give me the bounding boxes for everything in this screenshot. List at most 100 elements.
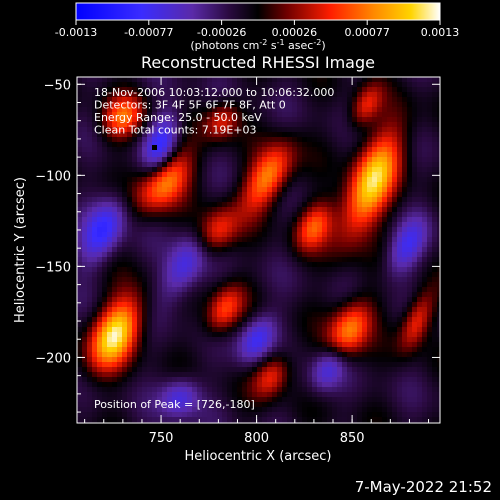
heatmap-cell <box>412 157 418 163</box>
heatmap-cell <box>407 177 413 183</box>
heatmap-cell <box>297 202 303 208</box>
heatmap-cell <box>97 147 103 153</box>
heatmap-cell <box>392 352 398 358</box>
heatmap-cell <box>247 147 253 153</box>
heatmap-cell <box>197 87 203 93</box>
heatmap-cell <box>277 417 283 423</box>
heatmap-cell <box>87 182 93 188</box>
heatmap-cell <box>362 257 368 263</box>
heatmap-cell <box>412 397 418 403</box>
heatmap-cell <box>147 87 153 93</box>
heatmap-cell <box>212 272 218 278</box>
heatmap-cell <box>167 117 173 123</box>
heatmap-cell <box>392 217 398 223</box>
heatmap-cell <box>392 297 398 303</box>
heatmap-cell <box>207 277 213 283</box>
heatmap-cell <box>317 142 323 148</box>
heatmap-cell <box>317 117 323 123</box>
heatmap-cell <box>212 292 218 298</box>
heatmap-cell <box>162 397 168 403</box>
heatmap-cell <box>332 142 338 148</box>
heatmap-cell <box>202 387 208 393</box>
heatmap-cell <box>412 257 418 263</box>
heatmap-cell <box>372 292 378 298</box>
heatmap-cell <box>187 167 193 173</box>
heatmap-cell <box>312 317 318 323</box>
heatmap-cell <box>252 297 258 303</box>
heatmap-cell <box>187 122 193 128</box>
heatmap-cell <box>97 342 103 348</box>
heatmap-cell <box>337 82 343 88</box>
heatmap-cell <box>257 152 263 158</box>
heatmap-cell <box>182 87 188 93</box>
heatmap-cell <box>127 277 133 283</box>
heatmap-cell <box>367 207 373 213</box>
heatmap-cell <box>117 337 123 343</box>
heatmap-cell <box>372 372 378 378</box>
heatmap-cell <box>227 327 233 333</box>
heatmap-cell <box>312 292 318 298</box>
heatmap-cell <box>117 342 123 348</box>
heatmap-cell <box>372 397 378 403</box>
heatmap-cell <box>137 352 143 358</box>
heatmap-cell <box>357 212 363 218</box>
heatmap-cell <box>407 192 413 198</box>
heatmap-cell <box>342 102 348 108</box>
heatmap-cell <box>267 137 273 143</box>
heatmap-cell <box>92 207 98 213</box>
colorbar-tick-label: 0.00026 <box>272 26 318 39</box>
heatmap-cell <box>412 212 418 218</box>
heatmap-cell <box>92 92 98 98</box>
heatmap-cell <box>412 207 418 213</box>
heatmap-cell <box>147 162 153 168</box>
heatmap-cell <box>112 347 118 353</box>
heatmap-cell <box>162 232 168 238</box>
heatmap-cell <box>362 362 368 368</box>
heatmap-cell <box>257 107 263 113</box>
heatmap-cell <box>337 162 343 168</box>
heatmap-cell <box>367 197 373 203</box>
heatmap-cell <box>137 77 143 83</box>
heatmap-cell <box>387 157 393 163</box>
heatmap-cell <box>82 77 88 83</box>
heatmap-cell <box>192 252 198 258</box>
heatmap-cell <box>367 202 373 208</box>
heatmap-cell <box>197 102 203 108</box>
heatmap-cell <box>252 147 258 153</box>
heatmap-cell <box>222 117 228 123</box>
heatmap-cell <box>287 357 293 363</box>
heatmap-cell <box>257 272 263 278</box>
heatmap-cell <box>392 147 398 153</box>
heatmap-cell <box>412 282 418 288</box>
heatmap-cell <box>352 192 358 198</box>
heatmap-cell <box>267 87 273 93</box>
heatmap-cell <box>77 167 83 173</box>
heatmap-cell <box>137 337 143 343</box>
heatmap-cell <box>312 252 318 258</box>
heatmap-cell <box>122 332 128 338</box>
heatmap-cell <box>402 237 408 243</box>
heatmap-cell <box>392 152 398 158</box>
heatmap-cell <box>192 132 198 138</box>
heatmap-cell <box>127 127 133 133</box>
heatmap-cell <box>162 182 168 188</box>
heatmap-cell <box>232 162 238 168</box>
heatmap-cell <box>402 97 408 103</box>
heatmap-cell <box>287 282 293 288</box>
heatmap-cell <box>367 132 373 138</box>
heatmap-cell <box>217 202 223 208</box>
heatmap-cell <box>217 152 223 158</box>
heatmap-cell <box>117 267 123 273</box>
heatmap-cell <box>177 172 183 178</box>
heatmap-cell <box>412 247 418 253</box>
heatmap-cell <box>92 382 98 388</box>
heatmap-cell <box>162 142 168 148</box>
heatmap-cell <box>357 322 363 328</box>
heatmap-cell <box>82 352 88 358</box>
heatmap-cell <box>177 177 183 183</box>
heatmap-cell <box>257 392 263 398</box>
heatmap-cell <box>172 217 178 223</box>
heatmap-cell <box>137 212 143 218</box>
heatmap-cell <box>392 237 398 243</box>
heatmap-cell <box>322 197 328 203</box>
